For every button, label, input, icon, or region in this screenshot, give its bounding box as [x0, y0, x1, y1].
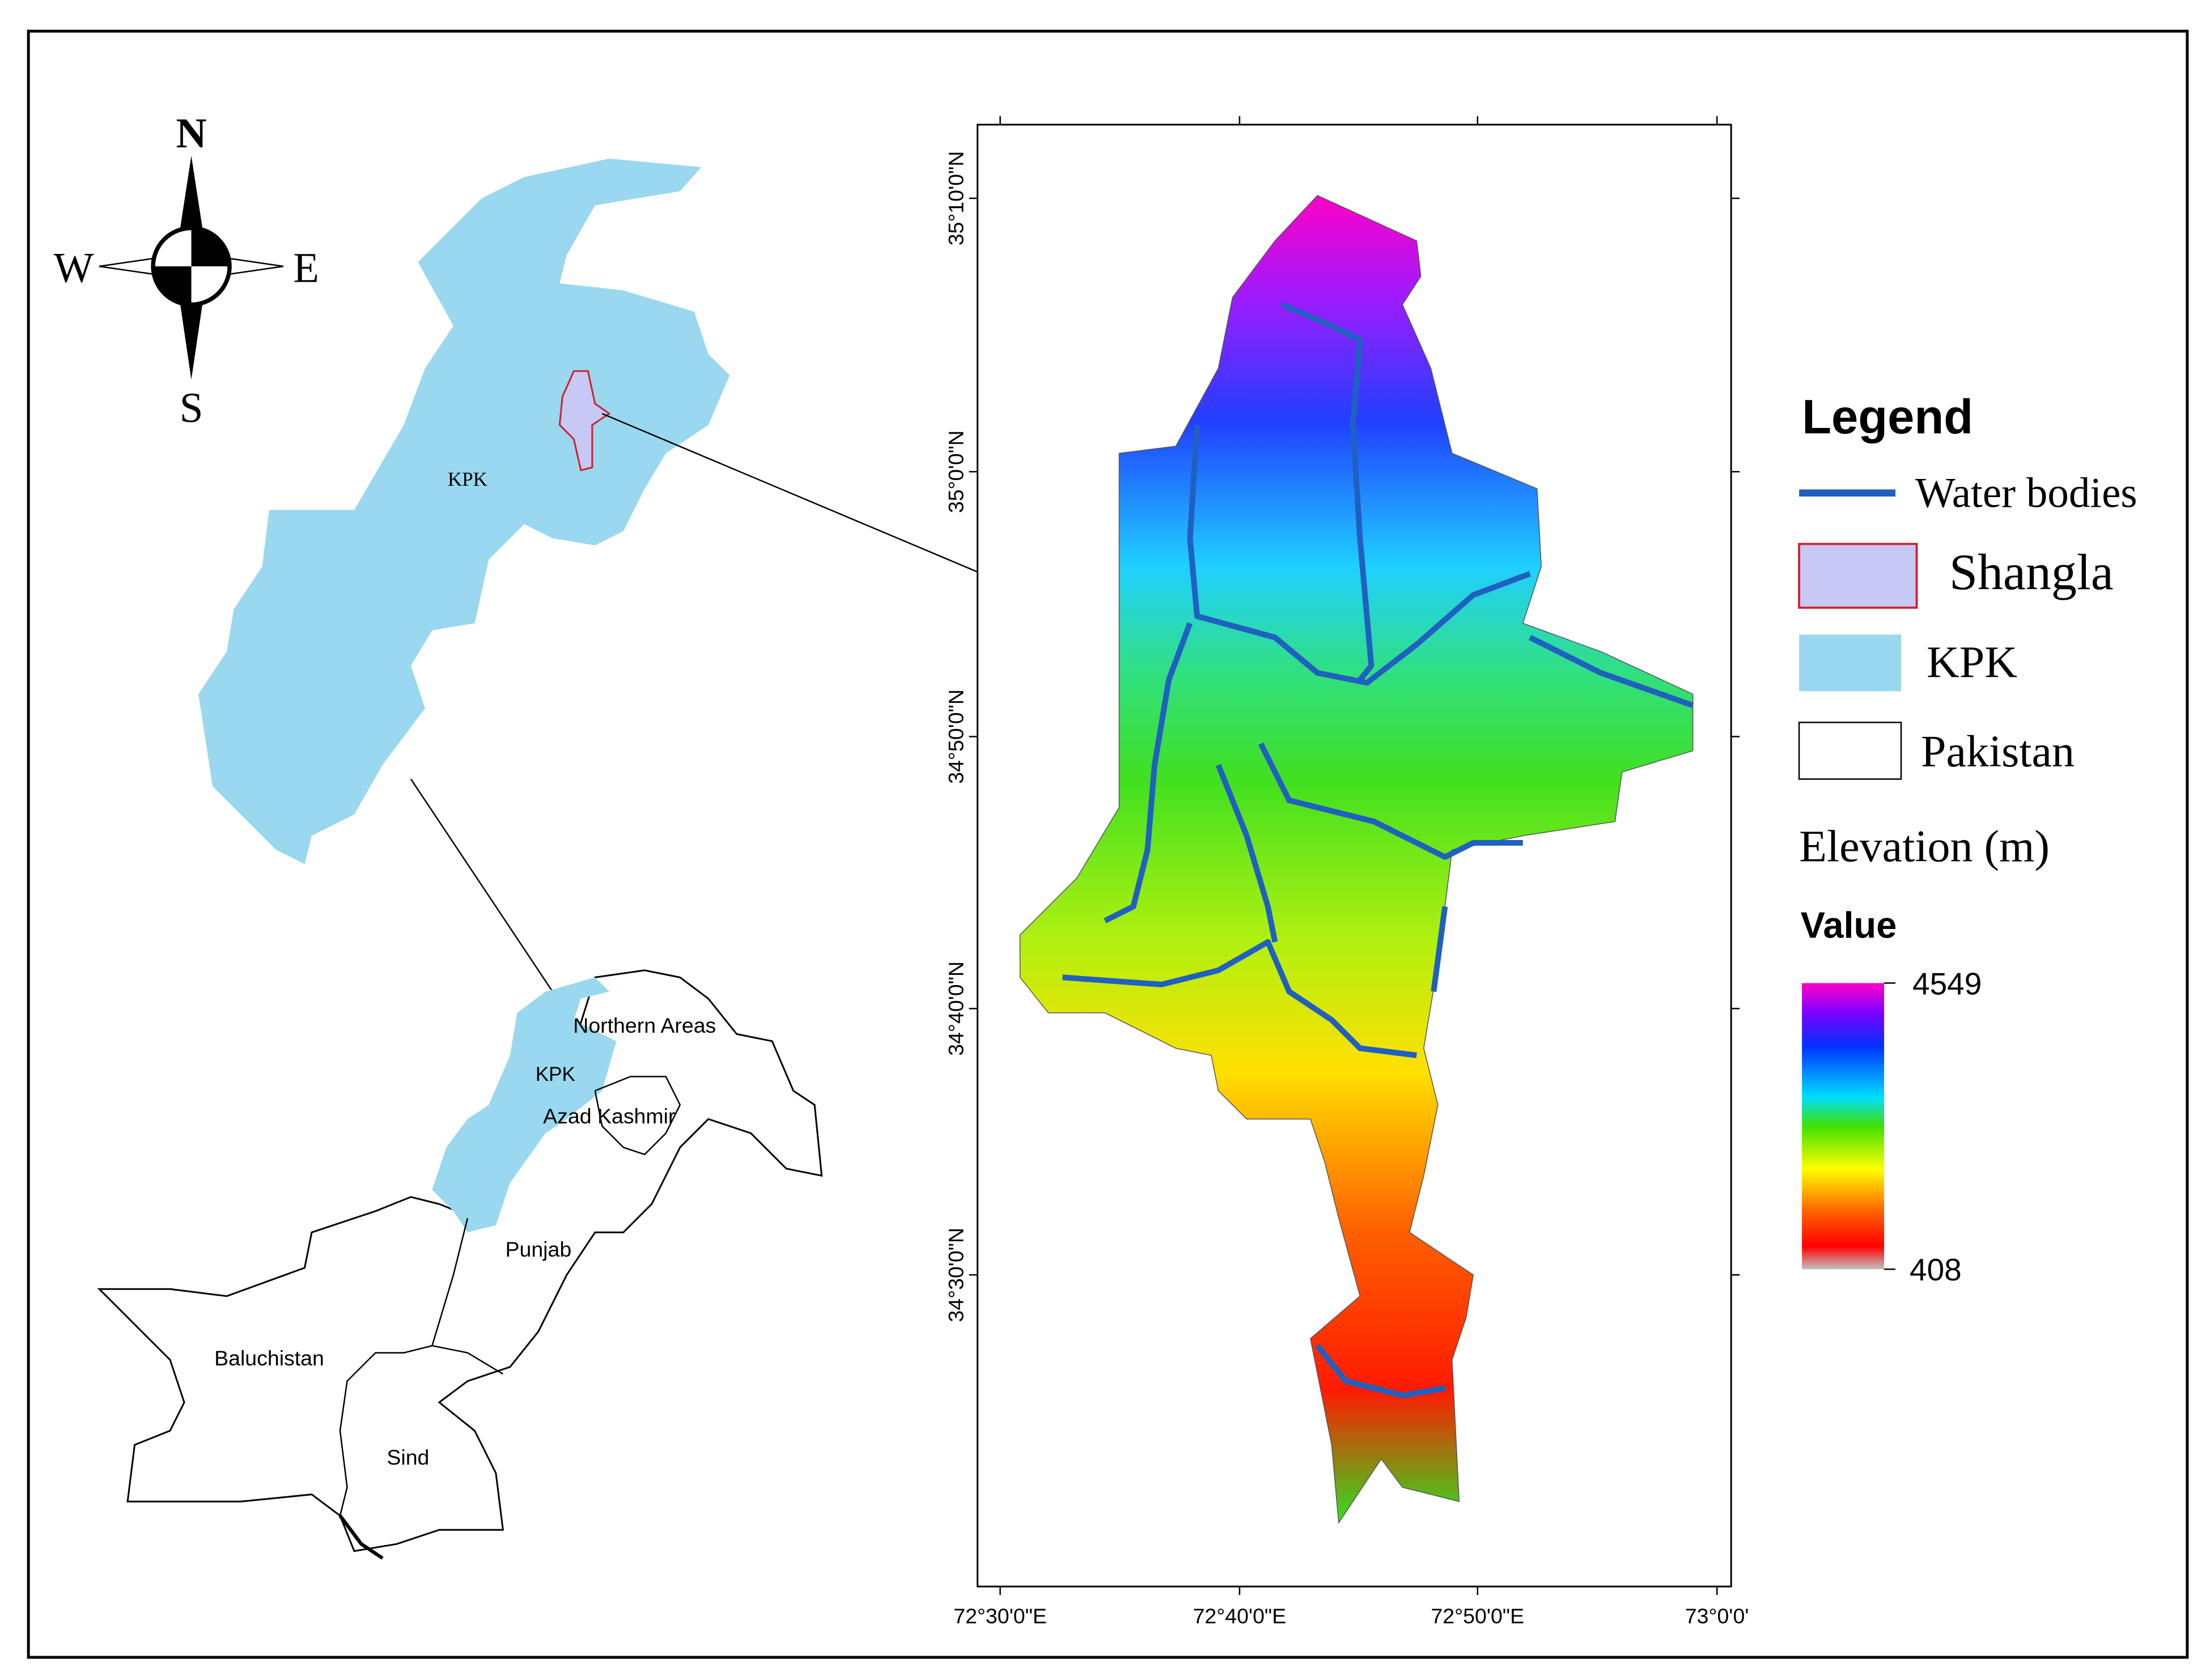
latitude-labels: 35°10'0"N 35°0'0"N 34°50'0"N 34°40'0"N 34°30… — [944, 151, 1740, 1322]
longitude-label: 72°50'0"E — [1431, 1604, 1524, 1628]
legend-title: Legend — [1802, 391, 1973, 444]
longitude-labels: 72°30'0"E 72°40'0"E 72°50'0"E 73°0'0' — [953, 116, 1749, 1628]
latitude-label: 35°0'0"N — [944, 430, 968, 513]
compass: N S E W — [54, 110, 319, 432]
compass-east: E — [293, 244, 319, 291]
latitude-label: 34°50'0"N — [944, 689, 968, 784]
region-label: Azad Kashmir — [543, 1104, 675, 1128]
legend-item: Pakistan — [1921, 727, 2075, 777]
legend-item: KPK — [1927, 638, 2017, 688]
longitude-label: 72°40'0"E — [1193, 1604, 1287, 1628]
latitude-label: 35°10'0"N — [944, 151, 968, 246]
legend: Legend Water bodies Shangla KPK Pakistan… — [1798, 391, 2137, 1287]
latitude-label: 34°30'0"N — [944, 1228, 968, 1322]
kpk-label: KPK — [448, 468, 487, 490]
compass-south: S — [180, 385, 203, 432]
rivers — [1062, 302, 1694, 1398]
legend-item: Water bodies — [1915, 470, 2137, 517]
longitude-label: 72°30'0"E — [953, 1604, 1047, 1628]
legend-swatch — [1799, 634, 1902, 691]
kpk-map: KPK — [198, 158, 1100, 992]
region-label: Northern Areas — [573, 1013, 716, 1037]
legend-item: Shangla — [1949, 545, 2114, 601]
compass-north: N — [176, 110, 206, 157]
region-label: KPK — [536, 1063, 575, 1085]
pakistan-map: Northern Areas KPK Azad Kashmir Punjab B… — [97, 969, 823, 1560]
region-label: Baluchistan — [214, 1346, 324, 1370]
region-label: Sind — [387, 1445, 429, 1469]
compass-west: W — [54, 244, 94, 291]
region-label: Punjab — [506, 1237, 572, 1261]
longitude-label: 73°0'0' — [1685, 1604, 1749, 1628]
legend-swatch — [1798, 722, 1902, 780]
shangla-map: 35°10'0"N 35°0'0"N 34°50'0"N 34°40'0"N 34°30… — [944, 116, 1749, 1628]
color-ramp — [1802, 983, 1885, 1270]
legend-swatch — [1798, 542, 1918, 609]
latitude-label: 34°40'0"N — [944, 961, 968, 1056]
elevation-title: Elevation (m) — [1799, 821, 2050, 871]
ramp-min: 408 — [1910, 1252, 1962, 1287]
value-title: Value — [1801, 904, 1897, 945]
ramp-max: 4549 — [1912, 966, 1982, 1001]
